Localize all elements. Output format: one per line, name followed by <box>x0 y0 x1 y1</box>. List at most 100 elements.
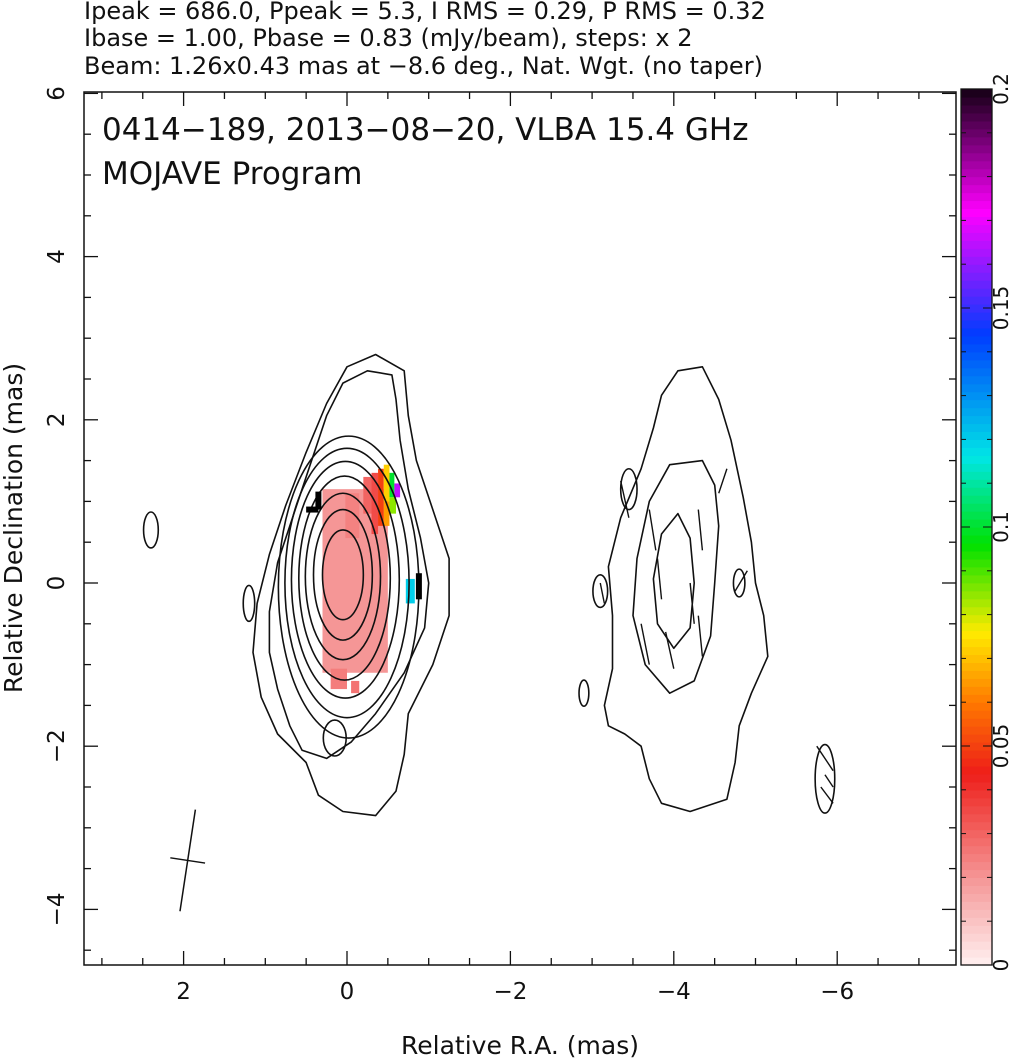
polarization-pixel-7 <box>383 464 390 502</box>
colorbar-swatch <box>961 933 992 942</box>
colorbar-swatch <box>961 351 992 361</box>
colorbar-swatch <box>961 542 992 552</box>
colorbar-swatch <box>961 112 992 122</box>
colorbar-swatch <box>961 694 992 703</box>
colorbar-swatch <box>961 89 992 98</box>
colorbar-swatch <box>961 415 992 425</box>
colorbar-swatch <box>961 805 992 815</box>
jet-vector-11 <box>816 745 834 772</box>
colorbar-swatch <box>961 606 992 616</box>
colorbar-swatch <box>961 120 992 130</box>
colorbar-swatch <box>961 821 992 831</box>
colorbar-swatch <box>961 96 992 106</box>
chart-title: 0414−189, 2013−08−20, VLBA 15.4 GHz <box>102 112 748 148</box>
colorbar-swatch <box>961 272 992 281</box>
colorbar-swatch <box>961 256 992 265</box>
colorbar-swatch <box>961 343 992 353</box>
y-tick-label: −4 <box>44 892 70 926</box>
axes: 2 0 −2 −4 −6 −4 −2 0 2 4 6 <box>44 86 956 1005</box>
colorbar-swatch <box>961 192 992 202</box>
colorbar-swatch <box>961 455 992 464</box>
colorbar-swatch <box>961 734 992 743</box>
polarization-pixel-8 <box>383 501 390 526</box>
colorbar-swatch <box>961 670 992 679</box>
polarization-pixel-9 <box>389 472 395 498</box>
colorbar-swatch <box>961 519 992 528</box>
colorbar-swatch <box>961 853 992 863</box>
colorbar-swatch <box>961 176 992 186</box>
colorbar-tick-label: 0.05 <box>989 724 1013 769</box>
colorbar-tick-label: 0 <box>989 959 1013 972</box>
x-tick-label: 0 <box>340 979 355 1005</box>
colorbar-swatch <box>961 264 992 273</box>
core-outer-contour-0 <box>268 370 430 760</box>
jet-vector-5 <box>697 509 704 551</box>
colorbar-swatch <box>961 104 992 114</box>
colorbar-swatch <box>961 136 992 146</box>
colorbar-swatch <box>961 566 992 576</box>
colorbar-swatch <box>961 829 992 839</box>
colorbar-swatch <box>961 869 992 878</box>
polarization-pixel-5 <box>371 472 379 535</box>
colorbar-swatch <box>961 710 992 719</box>
colorbar-swatch <box>961 399 992 409</box>
colorbar-swatch <box>961 216 992 225</box>
x-tick-label: 2 <box>176 979 191 1005</box>
colorbar-swatch <box>961 582 992 592</box>
beam-minor-axis <box>170 857 206 864</box>
colorbar-swatch <box>961 367 992 377</box>
colorbar-swatch <box>961 901 992 910</box>
colorbar-swatch <box>961 678 992 687</box>
jet-contour-1 <box>632 459 720 694</box>
jet-vector-7 <box>697 615 704 657</box>
colorbar-swatch <box>961 885 992 894</box>
colorbar-swatch <box>961 447 992 456</box>
jet-vector-10 <box>734 570 748 592</box>
colorbar: 0 0.05 0.1 0.15 0.2 <box>960 73 1013 972</box>
colorbar-swatch <box>961 630 992 640</box>
colorbar-swatch <box>961 200 992 210</box>
colorbar-swatch <box>961 646 992 656</box>
jet-vector-13 <box>820 786 834 804</box>
colorbar-swatch <box>961 128 992 138</box>
y-tick-label: 6 <box>44 86 70 101</box>
colorbar-swatch <box>961 773 992 783</box>
colorbar-swatch <box>961 407 992 417</box>
colorbar-swatch <box>961 296 992 305</box>
core-contour-4 <box>290 460 401 699</box>
colorbar-tick-label: 0.15 <box>989 286 1013 331</box>
colorbar-tick-label: 0.1 <box>989 511 1013 543</box>
noise-contour-3 <box>322 719 347 757</box>
colorbar-swatch <box>961 280 992 289</box>
colorbar-swatch <box>961 614 992 624</box>
chart-subtitle: MOJAVE Program <box>102 156 362 192</box>
core-contour-2 <box>304 492 382 661</box>
y-tick-label: 2 <box>44 412 70 427</box>
colorbar-swatch <box>961 598 992 608</box>
jet-vector-6 <box>689 582 695 624</box>
colorbar-swatch <box>961 463 992 472</box>
colorbar-swatch <box>961 391 992 401</box>
header-line-1: Ipeak = 686.0, Ppeak = 5.3, I RMS = 0.29… <box>84 0 766 25</box>
colorbar-swatch <box>961 941 992 950</box>
colorbar-swatch <box>961 909 992 918</box>
colorbar-swatch <box>961 726 992 735</box>
colorbar-swatch <box>961 949 992 958</box>
colorbar-swatch <box>961 574 992 584</box>
colorbar-swatch <box>961 861 992 871</box>
colorbar-swatch <box>961 248 992 257</box>
colorbar-swatch <box>961 335 992 345</box>
colorbar-swatch <box>961 471 992 480</box>
colorbar-swatch <box>961 383 992 393</box>
jet-vector-3 <box>640 623 650 665</box>
colorbar-swatch <box>961 742 992 751</box>
jet-vector-1 <box>648 509 657 551</box>
colorbar-swatch <box>961 423 992 433</box>
colorbar-swatch <box>961 160 992 170</box>
colorbar-swatch <box>961 359 992 369</box>
polarization-pixel-10 <box>389 497 397 514</box>
colorbar-swatch <box>961 224 992 233</box>
colorbar-swatch <box>961 654 992 663</box>
y-axis-label: Relative Declination (mas) <box>0 363 28 693</box>
